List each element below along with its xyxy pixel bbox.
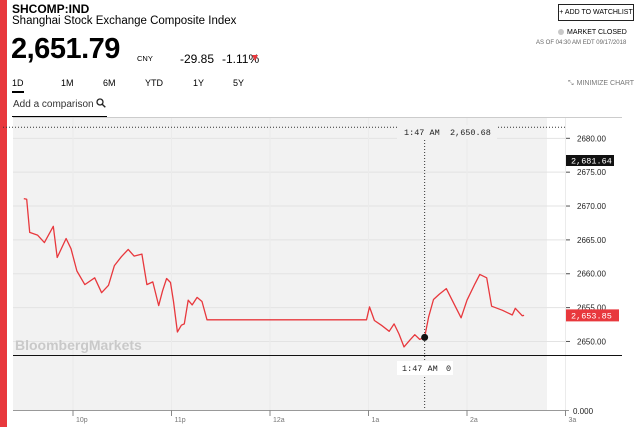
status-dot-icon <box>558 29 564 35</box>
price-tick-label: 2670.00 <box>577 202 606 211</box>
price-tick-label: 2660.00 <box>577 270 606 279</box>
time-tick-label: 11p <box>175 417 186 424</box>
as-of-timestamp: AS OF 04:30 AM EDT 09/17/2018 <box>536 40 627 46</box>
time-tick-label: 1a <box>372 417 380 424</box>
ticker-symbol: SHCOMP:IND <box>12 2 90 16</box>
previous-close-label-box <box>566 155 614 166</box>
cursor-tooltip-time: 1:47 AM <box>404 128 440 138</box>
comparison-search <box>12 94 107 117</box>
time-axis: 10p 11p 12a 1a 2a 3a <box>72 410 577 424</box>
range-tab-1m[interactable]: 1M <box>61 78 74 88</box>
price-change: -29.85 <box>180 52 215 66</box>
volume-tooltip-time: 1:47 AM <box>402 364 438 374</box>
range-tab-ytd[interactable]: YTD <box>145 78 163 88</box>
minimize-chart-button[interactable]: ⤡ MINIMIZE CHART <box>568 80 634 88</box>
time-tick-label: 10p <box>76 417 88 424</box>
cursor-point <box>421 333 429 341</box>
volume-tooltip-box <box>397 361 453 375</box>
minimize-chart-label: MINIMIZE CHART <box>576 80 635 87</box>
price-tick-label: 2680.00 <box>577 134 606 143</box>
plot-background <box>13 118 547 411</box>
down-arrow-icon <box>252 55 258 61</box>
price-tick-label: 2665.00 <box>577 236 606 245</box>
range-tab-6m[interactable]: 6M <box>103 78 116 88</box>
add-to-watchlist-button[interactable]: + ADD TO WATCHLIST <box>558 4 634 21</box>
range-tab-5y[interactable]: 5Y <box>233 78 245 88</box>
search-icon[interactable] <box>96 98 106 108</box>
price-tick-label: 2675.00 <box>577 168 606 177</box>
market-status-label: MARKET CLOSED <box>567 29 627 36</box>
volume-axis-tick: 0.000 <box>573 407 594 416</box>
accent-bar <box>0 0 7 427</box>
last-price-label: 2,653.85 <box>571 311 612 321</box>
time-tick-label: 12a <box>273 417 285 424</box>
range-tab-1y[interactable]: 1Y <box>193 78 205 88</box>
cursor-tooltip-value: 2,650.68 <box>450 128 491 138</box>
volume-tooltip-value: 0 <box>446 364 451 374</box>
time-tick-label: 3a <box>569 417 577 424</box>
current-price: 2,651.79 <box>11 33 120 65</box>
currency-label: CNY <box>137 54 153 63</box>
price-change-percent: -1.11% <box>222 52 260 66</box>
watermark: BloombergMarkets <box>15 337 142 353</box>
last-price-label-box <box>566 309 619 322</box>
minimize-icon: ⤡ <box>568 80 574 87</box>
price-tick-label: 2655.00 <box>577 304 606 313</box>
price-line <box>23 197 525 348</box>
cursor-tooltip-box <box>397 125 497 139</box>
range-tab-1d[interactable]: 1D <box>12 78 24 93</box>
market-status: MARKET CLOSED <box>558 29 627 36</box>
time-tick-label: 2a <box>470 417 478 424</box>
gridlines <box>13 118 569 410</box>
comparison-input[interactable] <box>12 95 95 114</box>
previous-close-label: 2,681.64 <box>571 157 612 167</box>
price-axis: 2680.00 2675.00 2670.00 2665.00 2660.00 2655.… <box>566 134 606 346</box>
price-tick-label: 2650.00 <box>577 337 606 346</box>
index-name: Shanghai Stock Exchange Composite Index <box>12 15 237 27</box>
